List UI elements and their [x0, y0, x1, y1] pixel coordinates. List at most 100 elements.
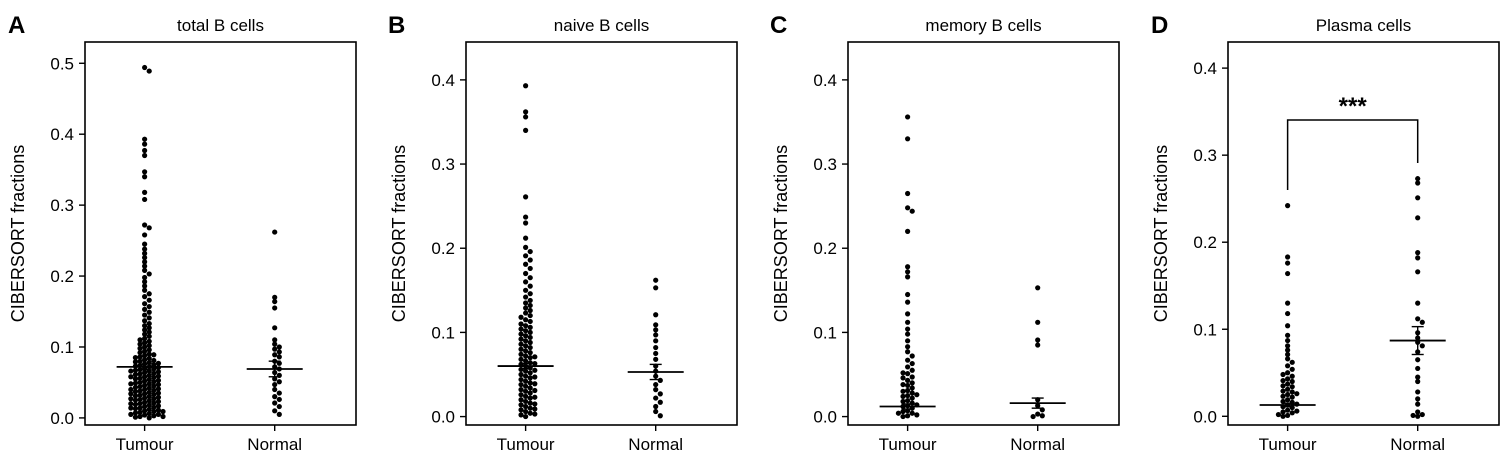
data-point	[527, 395, 533, 401]
data-point	[272, 325, 278, 331]
data-point	[1030, 413, 1036, 420]
data-point	[905, 364, 911, 370]
data-point	[518, 366, 524, 373]
x-tick-label: Normal	[247, 435, 302, 454]
data-point	[146, 351, 152, 357]
data-point	[653, 285, 659, 291]
data-point	[523, 261, 529, 267]
data-point	[1280, 371, 1286, 378]
data-point	[527, 370, 533, 376]
data-point	[1285, 203, 1291, 209]
data-point	[146, 389, 152, 395]
data-point	[160, 413, 166, 420]
data-point	[146, 291, 152, 297]
data-point	[527, 360, 533, 366]
data-point	[146, 271, 152, 277]
data-point	[128, 411, 134, 417]
data-point	[146, 338, 152, 344]
data-point	[142, 369, 148, 376]
data-point	[146, 406, 152, 412]
data-point	[527, 257, 533, 263]
data-point	[1415, 396, 1421, 402]
data-point	[905, 274, 911, 280]
data-point	[1415, 180, 1421, 186]
data-point	[151, 391, 157, 398]
data-point	[128, 381, 134, 387]
data-point	[653, 403, 659, 410]
data-point	[518, 326, 524, 332]
data-point	[1280, 388, 1286, 394]
data-point	[151, 374, 157, 381]
chart-panel-d: D Plasma cells CIBERSORT fractions 0.0 0.1 0.…	[1151, 12, 1500, 454]
data-point	[523, 413, 529, 420]
data-point	[523, 270, 529, 277]
data-point	[151, 383, 157, 389]
y-tick-label: 0.2	[1193, 233, 1217, 252]
data-point	[905, 291, 911, 298]
data-point	[146, 347, 152, 353]
data-point	[518, 387, 524, 393]
x-tick-label: Tumour	[497, 435, 555, 454]
data-point	[137, 401, 143, 407]
panel-letter: B	[388, 12, 405, 39]
x-tick-label: Normal	[628, 435, 683, 454]
data-point	[128, 368, 134, 374]
data-point	[523, 393, 529, 399]
data-point	[523, 310, 529, 316]
chart-title: total B cells	[177, 16, 264, 35]
data-point	[905, 331, 911, 337]
data-point	[1285, 391, 1291, 398]
data-point	[142, 174, 148, 180]
data-point	[132, 401, 139, 408]
y-tick-label: 0.2	[431, 239, 455, 258]
data-point	[909, 385, 915, 391]
data-point	[523, 83, 529, 89]
data-point	[276, 396, 282, 403]
data-point	[1289, 366, 1295, 372]
data-point	[132, 393, 139, 399]
data-point	[146, 342, 152, 349]
data-point	[142, 294, 148, 300]
data-point	[523, 317, 529, 323]
y-axis-label: CIBERSORT fractions	[1151, 145, 1171, 322]
plot-frame	[465, 41, 738, 426]
data-point	[1280, 383, 1286, 389]
data-point	[137, 371, 143, 377]
data-point	[905, 114, 911, 120]
data-point	[653, 322, 659, 328]
data-point	[146, 68, 152, 74]
data-point	[1285, 351, 1291, 358]
data-point	[1280, 413, 1286, 419]
panel-letter: D	[1151, 12, 1168, 39]
data-point	[527, 302, 533, 309]
data-point	[1285, 381, 1291, 387]
data-point	[905, 392, 911, 399]
data-point	[160, 408, 166, 415]
data-point	[523, 403, 529, 410]
y-tick-label: 0.0	[813, 408, 837, 427]
data-point	[909, 390, 915, 396]
data-point	[900, 413, 906, 420]
data-point	[527, 318, 533, 325]
data-point	[1294, 391, 1300, 397]
data-point	[1415, 300, 1421, 306]
data-point	[146, 402, 152, 408]
data-point	[523, 353, 529, 359]
data-point	[132, 414, 139, 420]
x-tick-label: Tumour	[116, 435, 174, 454]
data-point	[1285, 363, 1291, 369]
y-tick-label: 0.3	[813, 155, 837, 174]
data-point	[900, 398, 906, 405]
data-point	[518, 351, 524, 357]
data-point	[142, 403, 148, 410]
data-point	[155, 407, 162, 413]
data-point	[527, 380, 533, 386]
data-point	[532, 360, 538, 367]
data-point	[909, 380, 915, 386]
data-point	[523, 279, 529, 285]
data-point	[905, 264, 911, 270]
data-point	[905, 205, 911, 211]
data-point	[1035, 319, 1041, 325]
